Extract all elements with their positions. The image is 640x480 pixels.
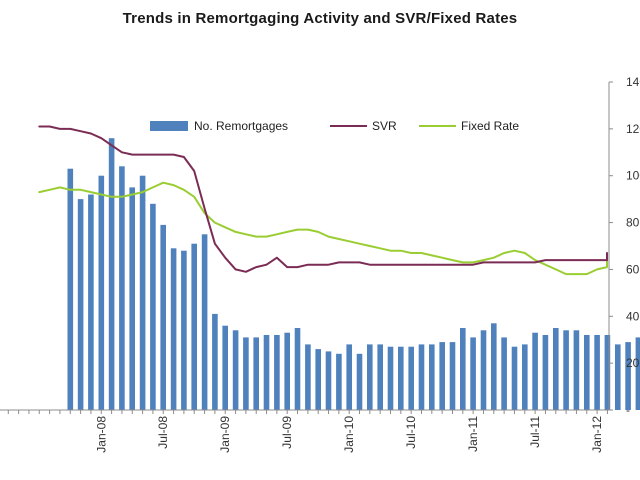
- bar: [325, 351, 332, 410]
- bar: [336, 353, 342, 410]
- y-tick-label: -: [626, 403, 630, 417]
- x-tick-label: Jan-09: [218, 416, 232, 453]
- y-tick-label: 120: [626, 122, 640, 136]
- x-tick-label: Jan-10: [342, 416, 356, 453]
- x-tick-label: Jan-11: [466, 416, 480, 452]
- x-tick-label: Jul-08: [156, 416, 170, 449]
- x-tick-label: Jul-10: [404, 416, 418, 449]
- bar: [222, 325, 228, 410]
- bar: [108, 138, 115, 410]
- bar: [563, 330, 569, 410]
- y-tick-label: 20: [626, 356, 640, 370]
- bar: [491, 323, 497, 410]
- bar: [356, 353, 363, 410]
- bar: [170, 248, 177, 410]
- y-tick-label: 60: [626, 262, 640, 276]
- bar: [604, 335, 611, 410]
- bar: [181, 250, 187, 410]
- bar: [243, 337, 249, 410]
- bar: [398, 346, 404, 410]
- bar: [119, 166, 125, 410]
- y-tick-label: 40: [626, 309, 640, 323]
- bar: [305, 344, 311, 410]
- bar: [542, 335, 549, 410]
- bar: [88, 194, 94, 410]
- bar: [346, 344, 352, 410]
- bar: [263, 335, 270, 410]
- x-tick-label: Jan-08: [94, 416, 108, 453]
- legend-label-fixed: Fixed Rate: [461, 119, 519, 133]
- bar: [573, 330, 580, 410]
- bar: [67, 168, 74, 410]
- bar: [522, 344, 528, 410]
- bar: [418, 344, 425, 410]
- bar: [480, 330, 487, 410]
- y-tick-label: 100: [626, 169, 640, 183]
- bar: [377, 344, 383, 410]
- svr-line: [38, 125, 608, 273]
- bar: [501, 337, 507, 410]
- bar: [367, 344, 373, 410]
- bar: [201, 234, 208, 410]
- bar: [294, 328, 301, 410]
- bar: [77, 199, 84, 410]
- bar: [553, 328, 559, 410]
- bar: [625, 342, 631, 410]
- bar: [635, 337, 640, 410]
- bar: [160, 224, 166, 410]
- x-tick-label: Jul-09: [280, 416, 294, 449]
- bar: [511, 346, 518, 410]
- bar: [449, 342, 456, 410]
- fixed-rate-line: [38, 181, 608, 276]
- legend-swatch-bars: [150, 121, 188, 131]
- bar: [150, 203, 156, 410]
- legend-label-svr: SVR: [372, 119, 397, 133]
- bar: [460, 328, 466, 410]
- legend-label-remortgages: No. Remortgages: [194, 119, 288, 133]
- bar: [98, 175, 105, 410]
- bar: [439, 342, 445, 410]
- y-tick-label: 80: [626, 216, 640, 230]
- bar: [408, 346, 414, 410]
- y-tick-label: 140: [626, 75, 640, 89]
- bar: [284, 332, 290, 410]
- bar: [212, 313, 218, 410]
- bar: [429, 344, 435, 410]
- bar: [253, 337, 259, 410]
- chart-title: Trends in Remortgaging Activity and SVR/…: [122, 10, 518, 27]
- x-tick-label: Jan-12: [590, 416, 604, 453]
- bar: [584, 335, 590, 410]
- bar: [387, 346, 394, 410]
- bar: [470, 337, 476, 410]
- bar: [274, 335, 280, 410]
- bar: [532, 332, 538, 410]
- bar: [139, 175, 146, 410]
- bar: [615, 344, 621, 410]
- x-tick-label: Jul-11: [528, 416, 542, 448]
- bar: [315, 349, 321, 410]
- bar: [191, 243, 197, 410]
- bar: [129, 187, 135, 410]
- bar: [232, 330, 239, 410]
- bar: [594, 335, 600, 410]
